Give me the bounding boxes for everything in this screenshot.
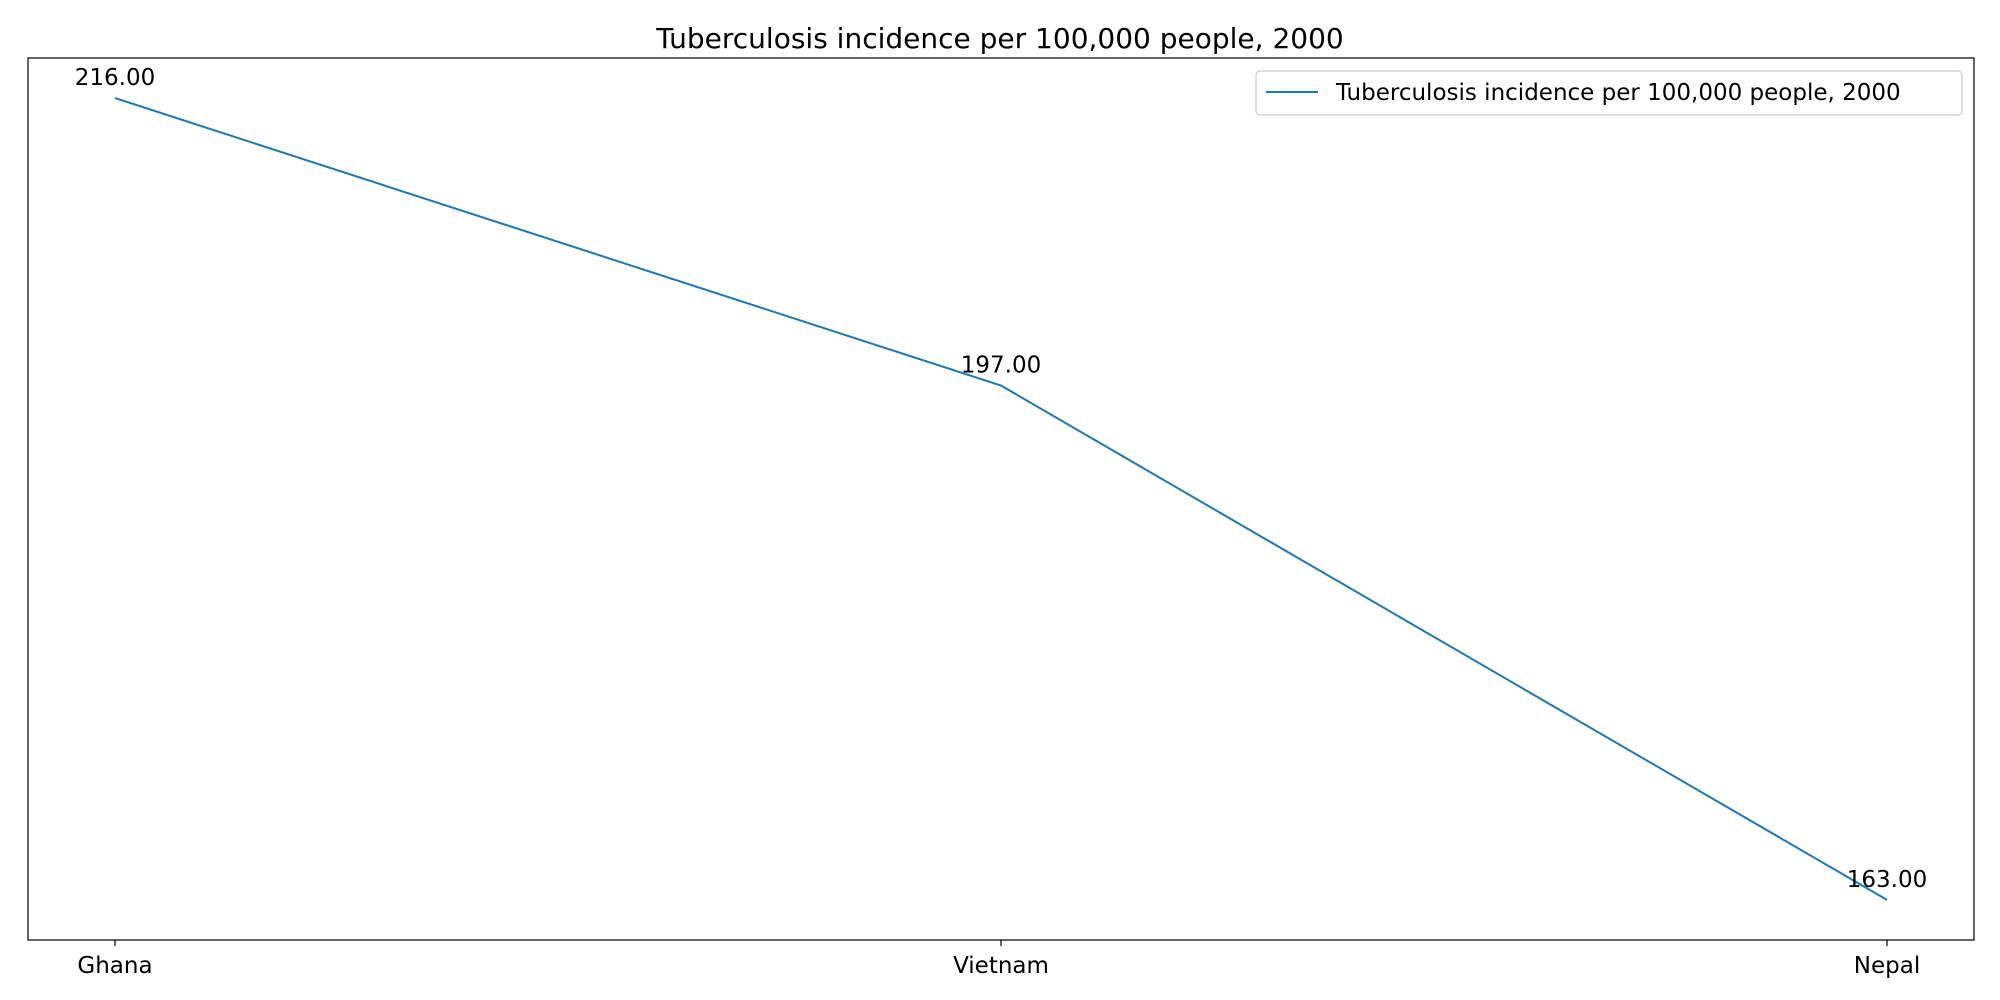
series-line <box>114 97 1888 901</box>
legend-label: Tuberculosis incidence per 100,000 peopl… <box>1335 80 1901 106</box>
data-label: 216.00 <box>75 65 155 91</box>
x-axis-ticks: Ghana Vietnam Nepal <box>77 940 1920 979</box>
x-tick-label: Ghana <box>77 953 152 979</box>
legend: Tuberculosis incidence per 100,000 peopl… <box>1255 70 1963 116</box>
chart-title: Tuberculosis incidence per 100,000 peopl… <box>655 22 1343 55</box>
legend-box <box>1255 70 1963 116</box>
series-layer <box>114 97 1888 901</box>
x-tick-label: Vietnam <box>953 953 1049 979</box>
data-label: 197.00 <box>961 353 1041 379</box>
x-tick-label: Nepal <box>1854 953 1920 979</box>
data-label: 163.00 <box>1847 867 1927 893</box>
data-labels: 216.00 197.00 163.00 <box>75 65 1927 893</box>
